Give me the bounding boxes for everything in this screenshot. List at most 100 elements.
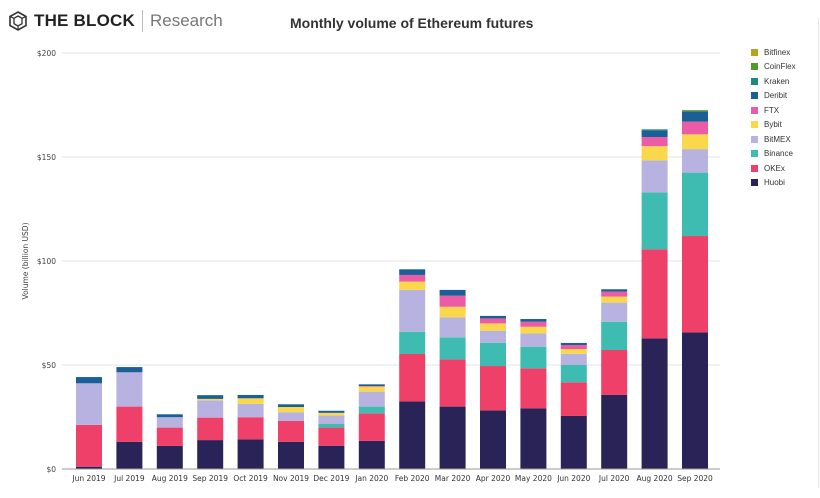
bar-stack [76, 377, 102, 469]
bar-stack [318, 410, 345, 469]
legend-swatch [751, 92, 758, 100]
bar-segment-deribit [682, 111, 708, 122]
bar-segment-huobi [641, 338, 668, 469]
legend-item-coinflex[interactable]: CoinFlex [751, 60, 796, 75]
bar-segment-bitmex [399, 289, 426, 332]
brand-subtitle: Research [149, 11, 223, 30]
bar-segment-bitmex [560, 353, 587, 365]
x-tick-label: Oct 2019 [233, 474, 268, 483]
legend-item-bybit[interactable]: Bybit [751, 118, 796, 133]
bar-segment-bybit [318, 412, 345, 416]
x-tick-label: May 2020 [515, 474, 552, 483]
legend-label: Binance [764, 149, 793, 159]
bar-segment-bybit [237, 398, 264, 404]
bar-segment-bitmex [682, 149, 708, 173]
bar-segment-deribit [358, 384, 385, 387]
bar-segment-deribit [560, 342, 587, 346]
brand-name: THE BLOCK [34, 11, 135, 30]
legend: Bitfinex CoinFlex Kraken Deribit FTX Bybit Bit… [751, 45, 796, 190]
x-tick-label: Feb 2020 [395, 474, 430, 483]
legend-item-ftx[interactable]: FTX [751, 103, 796, 118]
bar-segment-deribit [76, 377, 102, 384]
x-tick-label: Aug 2019 [152, 474, 188, 483]
bar-segment-deribit [156, 414, 183, 418]
legend-item-binance[interactable]: Binance [751, 147, 796, 162]
bar-stack [116, 367, 143, 469]
legend-item-bitmex[interactable]: BitMEX [751, 132, 796, 147]
legend-item-bitfinex[interactable]: Bitfinex [751, 45, 796, 60]
y-tick-label: $0 [46, 465, 56, 474]
bar-segment-bybit [278, 407, 304, 413]
brand-header: THE BLOCK Research [8, 8, 223, 34]
bar-segment-bybit [358, 386, 385, 392]
bar-segment-binance [641, 192, 668, 250]
brand-divider [141, 10, 143, 32]
bar-segment-deribit [197, 395, 224, 399]
bar-segment-okex [76, 424, 102, 467]
legend-label: Deribit [764, 91, 788, 101]
legend-item-deribit[interactable]: Deribit [751, 89, 796, 104]
bar-segment-bybit [560, 348, 587, 354]
y-tick-label: $50 [42, 361, 57, 370]
y-axis-ticks: $0 $50 $100 $150 $200 [37, 49, 56, 474]
frame-divider [818, 18, 819, 488]
bar-segment-bybit [641, 146, 668, 161]
bar-segment-bitmex [237, 403, 264, 418]
legend-item-huobi[interactable]: Huobi [751, 176, 796, 191]
bar-stack [601, 289, 628, 469]
legend-swatch [751, 77, 758, 85]
bar-segment-binance [520, 346, 547, 369]
bar-segment-okex [601, 350, 628, 395]
bar-segment-huobi [520, 408, 547, 469]
legend-label: Bitfinex [764, 47, 791, 57]
y-axis-label: Volume (billion USD) [21, 222, 30, 299]
bar-segment-okex [237, 417, 264, 440]
legend-label: FTX [764, 105, 780, 115]
bar-segment-huobi [358, 440, 385, 469]
bar-segment-huobi [197, 440, 224, 469]
bar-segment-binance [601, 321, 628, 351]
bar-segment-bybit [480, 323, 506, 331]
bar-segment-bitmex [278, 412, 304, 421]
bar-segment-binance [439, 337, 466, 360]
bar-segment-okex [682, 236, 708, 333]
legend-label: Kraken [764, 76, 790, 86]
bar-stack [520, 319, 547, 469]
bar-segment-huobi [480, 410, 506, 469]
x-axis-ticks: Jun 2019 Jul 2019 Aug 2019 Sep 2019 Oct 2019… [71, 474, 713, 483]
bar-stack [197, 395, 224, 469]
x-tick-label: Jul 2019 [113, 474, 145, 483]
bar-segment-deribit [318, 410, 345, 413]
bar-segment-bitmex [601, 302, 628, 322]
x-tick-label: Dec 2019 [313, 474, 349, 483]
bar-segment-binance [318, 423, 345, 428]
bar-segment-okex [278, 420, 304, 442]
bar-segment-bybit [399, 281, 426, 290]
bar-segment-bitmex [76, 383, 102, 425]
legend-swatch [751, 179, 758, 187]
bar-segment-ftx [560, 345, 587, 349]
x-tick-label: Apr 2020 [476, 474, 511, 483]
bar-segment-okex [641, 249, 668, 339]
legend-swatch [751, 135, 758, 143]
bar-segment-ftx [601, 291, 628, 297]
bar-segment-okex [399, 353, 426, 402]
bar-stack [480, 315, 506, 469]
bar-segment-bybit [197, 398, 224, 401]
bar-segment-huobi [76, 466, 102, 469]
bar-stack [278, 404, 304, 469]
bar-segment-bitmex [358, 391, 385, 407]
bar-segment-ftx [682, 121, 708, 135]
legend-item-kraken[interactable]: Kraken [751, 74, 796, 89]
bar-segment-huobi [439, 406, 466, 469]
bar-segment-ftx [520, 321, 547, 327]
bar-segment-okex [520, 368, 547, 409]
bar-segment-huobi [156, 445, 183, 469]
bar-segment-kraken [641, 129, 668, 131]
bar-stack [237, 394, 264, 469]
bar-segment-deribit [116, 367, 143, 373]
x-tick-label: Mar 2020 [435, 474, 471, 483]
legend-item-okex[interactable]: OKEx [751, 161, 796, 176]
x-tick-label: Jun 2019 [71, 474, 105, 483]
